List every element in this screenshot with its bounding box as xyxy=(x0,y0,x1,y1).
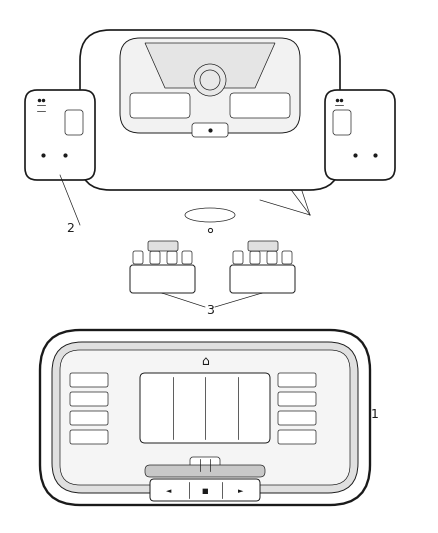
FancyBboxPatch shape xyxy=(130,265,195,293)
FancyBboxPatch shape xyxy=(192,123,228,137)
FancyBboxPatch shape xyxy=(333,110,351,135)
FancyBboxPatch shape xyxy=(65,110,83,135)
FancyBboxPatch shape xyxy=(267,251,277,264)
Polygon shape xyxy=(145,43,275,88)
FancyBboxPatch shape xyxy=(230,265,295,293)
FancyBboxPatch shape xyxy=(167,251,177,264)
FancyBboxPatch shape xyxy=(325,90,395,180)
FancyBboxPatch shape xyxy=(190,457,220,473)
Text: 1: 1 xyxy=(371,408,379,422)
Text: ⌂: ⌂ xyxy=(201,355,209,368)
FancyBboxPatch shape xyxy=(70,430,108,444)
FancyBboxPatch shape xyxy=(40,330,370,505)
FancyBboxPatch shape xyxy=(250,251,260,264)
Text: 2: 2 xyxy=(66,222,74,235)
FancyBboxPatch shape xyxy=(133,251,143,264)
Circle shape xyxy=(194,64,226,96)
FancyBboxPatch shape xyxy=(248,241,278,251)
FancyBboxPatch shape xyxy=(278,411,316,425)
FancyBboxPatch shape xyxy=(70,392,108,406)
FancyBboxPatch shape xyxy=(182,251,192,264)
FancyBboxPatch shape xyxy=(80,30,340,190)
FancyBboxPatch shape xyxy=(282,251,292,264)
Text: ◄: ◄ xyxy=(166,488,172,494)
FancyBboxPatch shape xyxy=(150,479,260,501)
Text: ■: ■ xyxy=(201,488,208,494)
FancyBboxPatch shape xyxy=(70,411,108,425)
FancyBboxPatch shape xyxy=(140,373,270,443)
FancyBboxPatch shape xyxy=(60,350,350,485)
FancyBboxPatch shape xyxy=(148,241,178,251)
FancyBboxPatch shape xyxy=(25,90,95,180)
FancyBboxPatch shape xyxy=(70,373,108,387)
FancyBboxPatch shape xyxy=(278,373,316,387)
FancyBboxPatch shape xyxy=(150,251,160,264)
FancyBboxPatch shape xyxy=(278,430,316,444)
FancyBboxPatch shape xyxy=(230,93,290,118)
FancyBboxPatch shape xyxy=(233,251,243,264)
FancyBboxPatch shape xyxy=(145,465,265,477)
FancyBboxPatch shape xyxy=(52,342,358,493)
FancyBboxPatch shape xyxy=(278,392,316,406)
Text: ►: ► xyxy=(238,488,244,494)
FancyBboxPatch shape xyxy=(130,93,190,118)
FancyBboxPatch shape xyxy=(120,38,300,133)
Text: 3: 3 xyxy=(206,303,214,317)
